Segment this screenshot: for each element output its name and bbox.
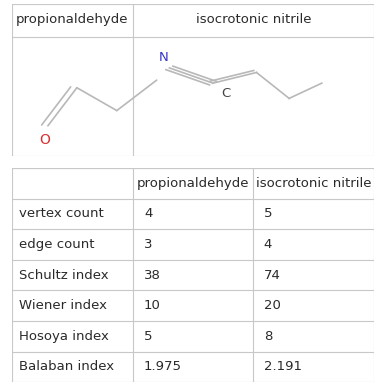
Text: vertex count: vertex count — [19, 207, 103, 220]
Text: 3: 3 — [144, 238, 152, 251]
Text: 8: 8 — [264, 330, 272, 343]
Text: Hosoya index: Hosoya index — [19, 330, 109, 343]
Text: 74: 74 — [264, 269, 281, 281]
Text: 1.975: 1.975 — [144, 361, 182, 373]
Text: 38: 38 — [144, 269, 161, 281]
Text: 2.191: 2.191 — [264, 361, 302, 373]
Text: isocrotonic nitrile: isocrotonic nitrile — [196, 13, 312, 25]
Text: edge count: edge count — [19, 238, 94, 251]
Text: Schultz index: Schultz index — [19, 269, 108, 281]
Text: propionaldehyde: propionaldehyde — [137, 177, 249, 190]
Text: C: C — [221, 86, 230, 100]
Text: 5: 5 — [144, 330, 152, 343]
Text: 4: 4 — [264, 238, 272, 251]
Text: propionaldehyde: propionaldehyde — [16, 13, 129, 25]
Text: Wiener index: Wiener index — [19, 299, 107, 312]
Text: Balaban index: Balaban index — [19, 361, 114, 373]
Text: 10: 10 — [144, 299, 161, 312]
Text: N: N — [159, 51, 169, 64]
Text: 5: 5 — [264, 207, 272, 220]
Text: isocrotonic nitrile: isocrotonic nitrile — [256, 177, 371, 190]
Text: 4: 4 — [144, 207, 152, 220]
Text: 20: 20 — [264, 299, 281, 312]
Text: O: O — [39, 132, 50, 147]
